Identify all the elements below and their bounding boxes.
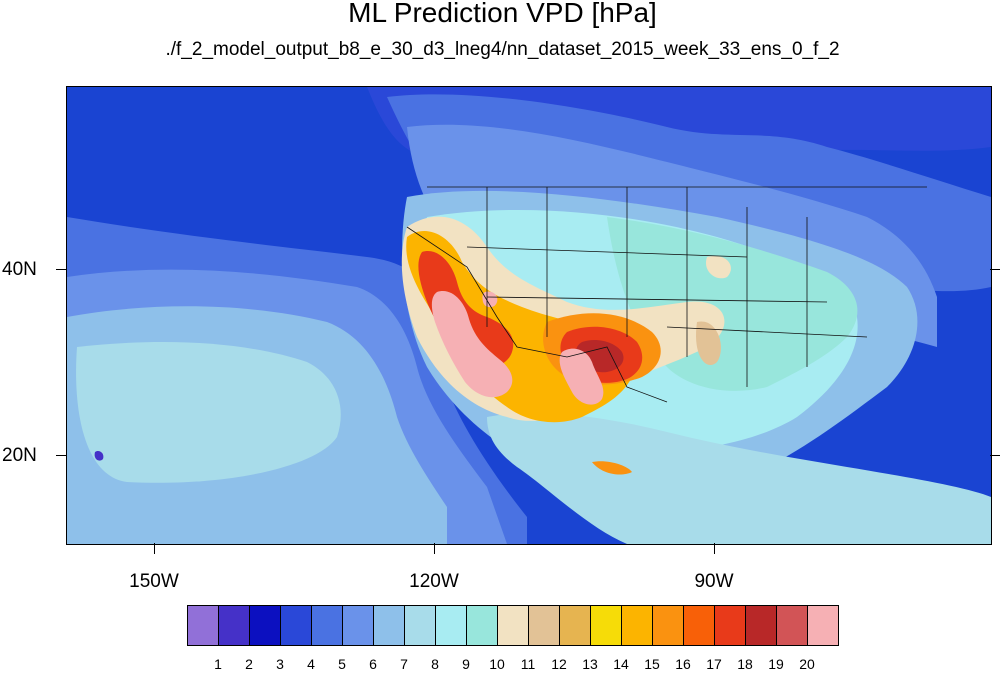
colorbar-label: 11 [520,656,536,672]
colorbar-swatch [683,605,715,646]
colorbar-label: 12 [551,656,567,672]
colorbar-label: 3 [276,656,284,672]
colorbar-swatch [745,605,777,646]
lat-label-40n: 40N [2,259,37,280]
nevada-pink-spot [482,291,498,308]
pacific-pale-region [76,342,341,483]
colorbar-label: 4 [307,656,315,672]
gulf-region [487,412,991,544]
colorbar-swatch [497,605,529,646]
california-red-region [418,251,514,368]
lon-tick-120w [434,543,435,554]
lon-label-150w: 150W [129,571,179,592]
colorbar-swatch [218,605,250,646]
colorbar-swatch [590,605,622,646]
colorbar-label: 7 [400,656,408,672]
map-subtitle: ./f_2_model_output_b8_e_30_d3_lneg4/nn_d… [165,39,840,60]
colorbar-label: 16 [675,656,691,672]
lat-label-20n: 20N [2,445,37,466]
lat-tick-20n-right [990,455,1000,456]
vpd-map [66,86,992,545]
colorbar-swatch [621,605,653,646]
colorbar-label: 20 [799,656,815,672]
colorbar-swatch [342,605,374,646]
colorbar-label: 5 [338,656,346,672]
colorbar-label: 14 [613,656,629,672]
colorbar-label: 2 [245,656,253,672]
colorbar-label: 18 [737,656,753,672]
lon-label-90w: 90W [694,571,734,592]
colorbar-swatch [249,605,281,646]
lat-tick-40n-right [990,269,1000,270]
lon-label-120w: 120W [409,571,459,592]
colorbar-swatch [311,605,343,646]
lon-tick-150w [154,543,155,554]
colorbar-swatch [466,605,498,646]
colorbar-labels: 1 2 3 4 5 6 7 8 9 10 11 12 13 14 15 16 17 18 19 20 [187,657,867,673]
colorbar-label: 17 [706,656,722,672]
arkansas-tan-spot [696,321,721,366]
colorbar-label: 10 [489,656,505,672]
colorbar-label: 1 [214,656,222,672]
lon-tick-90w [714,543,715,554]
colorbar-label: 13 [582,656,598,672]
colorbar-label: 19 [768,656,784,672]
lat-tick-40n [56,269,66,270]
colorbar-swatch [714,605,746,646]
colorbar-swatch [652,605,684,646]
colorbar-label: 8 [431,656,439,672]
desert-pink-region [431,291,513,398]
colorbar-label: 9 [462,656,470,672]
colorbar-swatch [280,605,312,646]
colorbar-swatch [373,605,405,646]
map-title: ML Prediction VPD [hPa] [348,0,657,28]
hawaii-island [94,450,104,461]
vpd-field [67,87,991,544]
colorbar-swatch [435,605,467,646]
south-mexico-orange-spot [592,461,632,475]
colorbar-swatch [187,605,219,646]
colorbar-swatch [404,605,436,646]
colorbar-swatch [807,605,839,646]
colorbar-swatch [528,605,560,646]
state-borders [406,186,927,403]
colorbar [187,605,839,646]
colorbar-label: 15 [644,656,660,672]
mexico-pink-region [559,348,604,405]
colorbar-swatch [559,605,591,646]
midwest-tan-spot [706,256,731,279]
lat-tick-20n [56,455,66,456]
colorbar-label: 6 [369,656,377,672]
colorbar-swatch [776,605,808,646]
